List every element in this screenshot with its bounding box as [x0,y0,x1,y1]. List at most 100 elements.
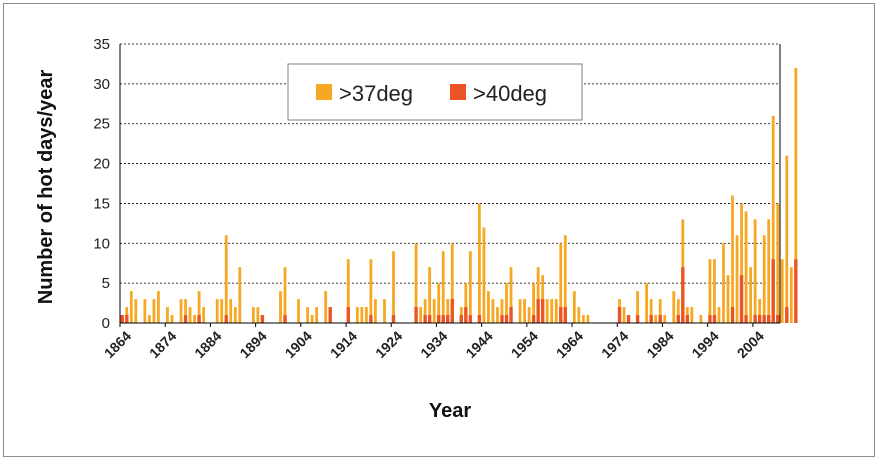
bar-37deg-1924 [392,251,395,323]
bar-37deg-1984 [663,315,667,323]
bar-37deg-1875 [170,315,174,323]
bar-37deg-1952 [518,299,522,323]
x-tick-label: 1874 [146,328,179,361]
bar-37deg-2000 [735,235,739,323]
axes [119,44,781,324]
gridlines [120,43,780,284]
bar-37deg-1949 [505,283,508,323]
bar-37deg-2005 [758,299,762,323]
bar-37deg-1967 [586,315,590,323]
bar-37deg-1956 [536,267,540,323]
bar-40deg-2009 [776,315,780,323]
bar-40deg-1974 [617,307,622,323]
bar-40deg-1950 [509,307,513,323]
bar-37deg-1957 [541,275,545,323]
bar-37deg-2011 [785,155,789,323]
bar-37deg-1932 [428,267,432,323]
bar-37deg-2002 [744,211,748,323]
bar-40deg-2008 [771,259,775,323]
x-tick-label: 1964 [553,328,586,361]
bar-37deg-1906 [310,315,314,323]
bar-37deg-2006 [762,235,766,323]
legend-swatch-37deg [316,84,332,100]
y-axis-title: Number of hot days/year [35,70,57,305]
bar-37deg-1954 [527,307,531,323]
bar-37deg-1870 [147,315,151,323]
bar-37deg-1982 [654,315,658,323]
bar-37deg-1871 [152,299,156,323]
bar-37deg-1955 [532,283,536,323]
bar-37deg-1964 [572,291,576,323]
bar-37deg-1880 [193,315,196,323]
bar-37deg-1907 [315,307,319,323]
bar-40deg-1961 [559,307,563,323]
bar-37deg-1975 [622,307,626,323]
bar-37deg-1918 [364,307,368,323]
bar-40deg-1900 [283,315,287,323]
bar-37deg-2001 [740,203,743,323]
bar-40deg-1956 [536,299,540,323]
bar-40deg-1910 [328,307,332,323]
bar-37deg-2003 [749,267,753,323]
bar-37deg-1903 [297,299,300,323]
bar-37deg-1966 [581,315,585,323]
bar-37deg-1878 [184,299,187,323]
x-tick-label: 1904 [282,328,315,361]
bar-40deg-2006 [762,315,766,323]
bar-37deg-1996 [717,307,721,323]
bar-37deg-1943 [477,203,481,323]
x-tick-label: 1894 [236,328,269,361]
legend-box [287,63,583,121]
bar-37deg-1881 [197,291,201,323]
bar-37deg-1888 [229,299,233,323]
bar-37deg-2012 [789,267,793,323]
bar-37deg-1959 [550,299,554,323]
bar-37deg-1937 [450,243,454,323]
bar-37deg-1999 [731,195,734,323]
bar-37deg-1917 [360,307,364,323]
y-tick-label: 30 [93,76,110,93]
bar-37deg-1986 [672,291,676,323]
x-axis-title: Year [429,400,471,422]
bar-37deg-1994 [708,259,712,323]
bar-37deg-1935 [441,251,445,323]
y-tick-label: 35 [93,36,110,53]
bar-40deg-1941 [468,315,473,323]
bar-37deg-1874 [166,307,169,323]
legend-swatch-40deg [450,84,466,100]
bar-40deg-1962 [563,307,567,323]
x-tick-label: 1864 [101,328,134,361]
bar-40deg-1981 [649,315,653,323]
bar-37deg-1869 [143,299,147,323]
bar-37deg-1941 [468,251,472,323]
bar-37deg-1929 [414,243,418,323]
bar-37deg-2004 [753,219,757,323]
bar-37deg-1905 [306,307,309,323]
x-tick-label: 1954 [508,328,541,361]
x-tick-label: 1944 [462,328,495,361]
bar-40deg-1887 [224,315,228,323]
bar-40deg-1995 [712,315,717,323]
legend-label-37deg: >37deg [339,81,413,106]
bar-37deg-2008 [771,115,775,324]
bar-37deg-1900 [283,267,287,323]
bar-40deg-1943 [477,315,482,323]
bar-37deg-2013 [794,67,798,323]
bar-40deg-1937 [450,299,454,323]
bar-40deg-1957 [540,299,545,323]
bar-37deg-1947 [496,307,499,323]
bar-40deg-1929 [414,307,418,323]
bar-37deg-1960 [554,299,558,323]
y-tick-label: 25 [93,116,110,133]
bar-40deg-2002 [744,315,748,323]
bar-40deg-1895 [260,315,265,323]
legend: >37deg >40deg [287,63,583,121]
bar-40deg-1940 [464,307,468,323]
x-tick-label: 1914 [327,328,360,361]
bar-40deg-1983 [658,315,662,323]
y-tick-label: 15 [93,195,110,212]
bar-37deg-2009 [776,203,780,323]
x-tick-label: 1924 [372,328,405,361]
bar-37deg-1936 [446,299,450,323]
